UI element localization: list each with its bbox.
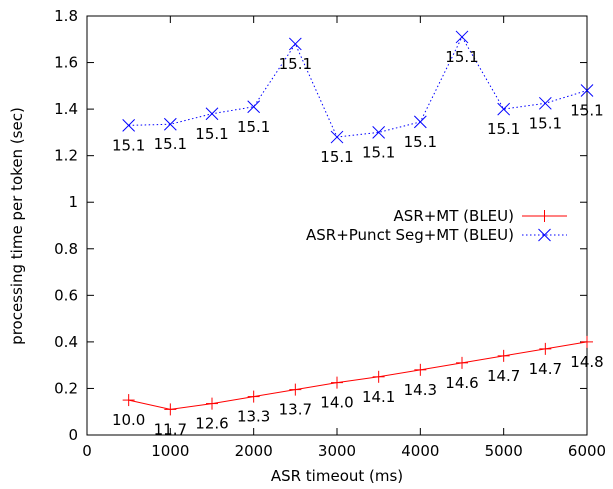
legend-label-1: ASR+Punct Seg+MT (BLEU)	[306, 226, 514, 244]
data-point	[456, 356, 468, 369]
x-tick-label: 0	[82, 442, 92, 460]
y-tick-label: 0.2	[54, 379, 78, 397]
data-point	[122, 394, 135, 407]
axis-ticks: 0 1000 2000 3000 4000 5000 600000.20.40.60.811…	[54, 7, 606, 460]
y-tick-label: 1.6	[54, 54, 78, 72]
data-label: 14.7	[487, 367, 520, 385]
data-label: 14.3	[404, 381, 437, 399]
data-label: 10.0	[112, 411, 145, 429]
x-tick-label: 4000	[401, 442, 439, 460]
data-label: 15.1	[487, 120, 520, 138]
y-tick-label: 1.2	[54, 147, 78, 165]
y-axis-title: processing time per token (sec)	[8, 107, 26, 345]
data-point	[455, 30, 469, 44]
y-tick-label: 1.8	[54, 7, 78, 25]
data-point	[497, 349, 510, 362]
legend: ASR+MT (BLEU)ASR+Punct Seg+MT (BLEU)	[306, 207, 567, 244]
y-tick-label: 0.4	[54, 333, 78, 351]
data-point	[164, 403, 177, 416]
series-line-1	[128, 35, 588, 138]
series-layer	[122, 30, 594, 416]
data-labels: 10.0 11.7 12.6 13.3 13.7 14.0 14.1 14.3 14.6 14.7…	[112, 48, 604, 438]
y-tick-label: 0.8	[54, 240, 78, 258]
series-line-0	[128, 341, 588, 410]
data-label: 14.8	[570, 353, 603, 371]
data-label: 13.3	[237, 408, 270, 426]
data-point	[581, 335, 593, 348]
data-label: 12.6	[195, 415, 228, 433]
x-axis-title: ASR timeout (ms)	[271, 467, 403, 485]
y-tick-label: 0.6	[54, 286, 78, 304]
data-label: 15.1	[279, 55, 312, 73]
data-point	[247, 390, 260, 403]
data-label: 11.7	[154, 420, 187, 438]
data-point	[539, 342, 552, 355]
x-tick-label: 6000	[568, 442, 606, 460]
data-point	[163, 117, 177, 131]
data-point	[122, 119, 136, 132]
y-tick-label: 1.4	[54, 100, 78, 118]
data-label: 15.1	[404, 133, 437, 151]
data-label: 14.1	[362, 388, 395, 406]
x-tick-label: 2000	[235, 442, 273, 460]
data-point	[206, 397, 218, 410]
y-tick-label: 1	[68, 193, 78, 211]
data-point	[413, 115, 427, 129]
data-label: 15.1	[195, 125, 228, 143]
data-point	[289, 383, 302, 396]
legend-marker-0	[538, 210, 551, 222]
data-point	[538, 96, 552, 110]
data-point	[580, 84, 594, 97]
legend-label-0: ASR+MT (BLEU)	[394, 207, 514, 225]
data-label: 14.0	[320, 394, 353, 412]
data-label: 13.7	[279, 401, 312, 419]
data-point	[247, 100, 261, 114]
data-point	[205, 107, 219, 121]
x-tick-label: 3000	[318, 442, 356, 460]
data-point	[288, 37, 302, 51]
data-point	[372, 126, 386, 139]
data-label: 15.1	[570, 101, 603, 119]
data-point	[331, 376, 343, 389]
data-label: 14.6	[445, 374, 478, 392]
data-label: 15.1	[320, 148, 353, 166]
data-label: 15.1	[445, 48, 478, 66]
data-label: 15.1	[154, 135, 187, 153]
data-label: 15.1	[362, 143, 395, 161]
y-tick-label: 0	[68, 426, 78, 444]
data-point	[414, 363, 427, 376]
data-point	[372, 370, 385, 383]
x-tick-label: 1000	[151, 442, 189, 460]
legend-marker-1	[538, 228, 551, 242]
data-label: 15.1	[237, 118, 270, 136]
data-point	[330, 130, 344, 144]
data-point	[497, 102, 511, 116]
data-label: 14.7	[529, 360, 562, 378]
data-label: 15.1	[112, 136, 145, 154]
data-label: 15.1	[529, 114, 562, 132]
x-tick-label: 5000	[485, 442, 523, 460]
